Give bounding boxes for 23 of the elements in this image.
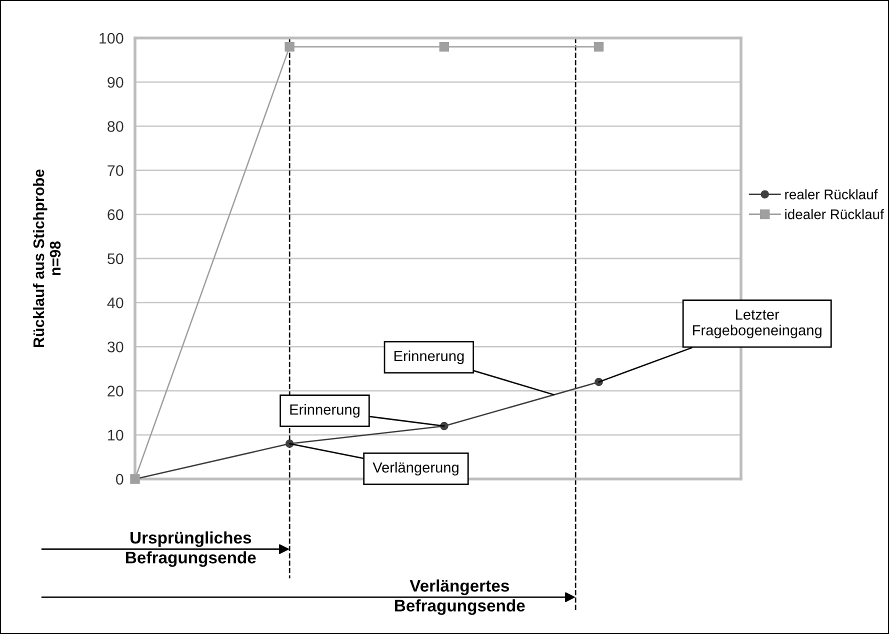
y-tick-label: 0 [116, 474, 124, 485]
y-tick-label: 50 [108, 253, 124, 264]
y-tick-label: 30 [107, 342, 124, 352]
y-tick-label: 60 [108, 209, 124, 220]
point [439, 42, 450, 52]
y-tick-label: 40 [107, 297, 124, 308]
y-tick-label: 90 [108, 76, 124, 88]
point [284, 42, 294, 52]
text: Ursprüngliches Befragungsende [126, 531, 256, 567]
y-tick-label: 20 [108, 386, 124, 396]
legend-label: idealer Rücklauf [785, 209, 884, 220]
y-axis-title: Rücklauf aus Stichprobe n=98 [32, 169, 61, 348]
annotation: Verlängerung [372, 462, 458, 476]
text: Verlängertes Befragungsende [395, 579, 525, 615]
y-tick-label: 70 [108, 165, 124, 176]
y-tick-label: 10 [108, 430, 124, 441]
annotation: Letzter Fragebogeneingang [693, 310, 822, 338]
y-tick-label: 100 [100, 32, 124, 44]
legend-label: realer Rücklauf [785, 189, 878, 200]
annotation: Erinnerung [394, 350, 464, 364]
point [594, 42, 604, 52]
y-tick-label: 80 [108, 121, 124, 132]
annotation: Erinnerung [290, 404, 360, 418]
